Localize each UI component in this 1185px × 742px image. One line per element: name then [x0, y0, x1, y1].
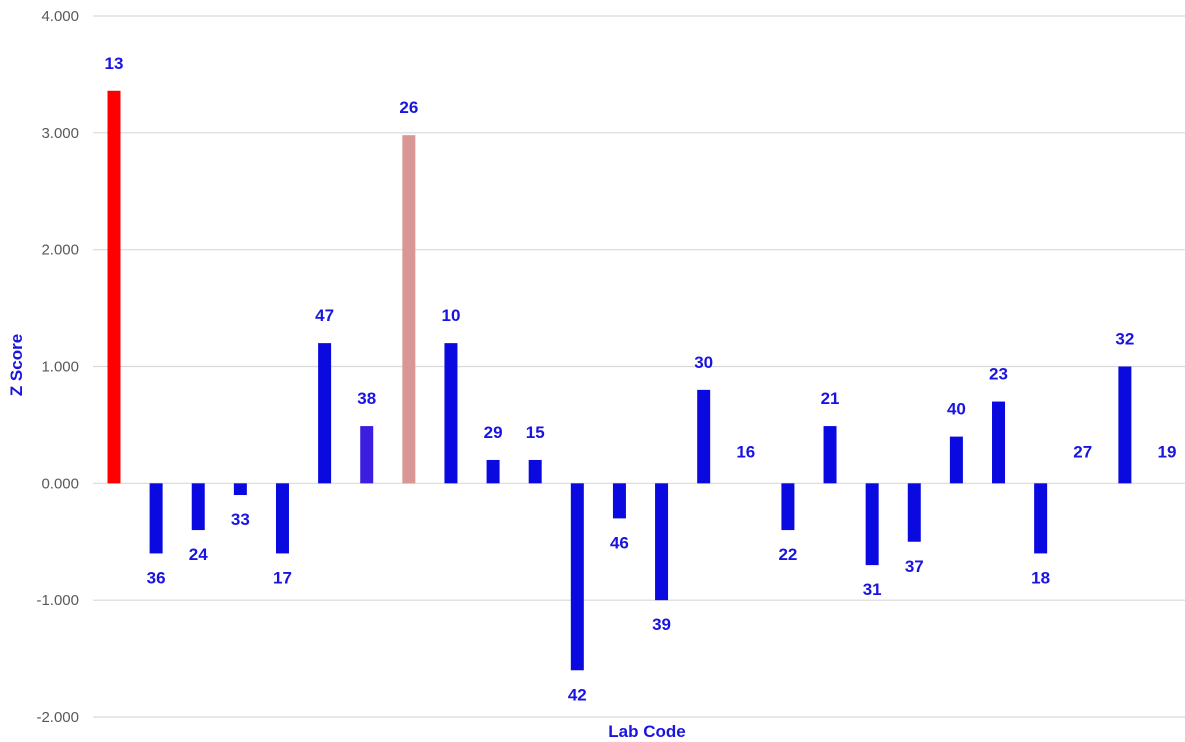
bar-label-21: 21: [821, 389, 840, 408]
bar-32: [1118, 366, 1132, 484]
y-tick-label: -2.000: [36, 709, 79, 726]
bar-label-47: 47: [315, 306, 334, 325]
bar-label-39: 39: [652, 615, 671, 634]
gridlines: [93, 15, 1185, 718]
bar-label-13: 13: [105, 54, 124, 73]
bar-31: [865, 483, 879, 566]
bars: [107, 90, 1132, 671]
bar-label-37: 37: [905, 557, 924, 576]
bar-15: [528, 459, 542, 484]
bar-23: [992, 401, 1006, 484]
bar-26: [402, 135, 416, 484]
bar-42: [570, 483, 584, 671]
bar-39: [655, 483, 669, 601]
y-tick-label: 3.000: [41, 125, 79, 142]
bar-label-32: 32: [1115, 330, 1134, 349]
bar-33: [233, 483, 247, 496]
bar-label-19: 19: [1158, 442, 1177, 461]
bar-label-27: 27: [1073, 442, 1092, 461]
bar-label-23: 23: [989, 365, 1008, 384]
bar-24: [191, 483, 205, 531]
bar-labels: 13 36 24 33 17 47 38 26 10 29 15 42 46 39 30 16 22 21 31 37…: [105, 54, 1177, 704]
bar-label-38: 38: [357, 389, 376, 408]
x-axis-title: Lab Code: [608, 722, 685, 741]
bar-label-33: 33: [231, 510, 250, 529]
y-tick-label: 1.000: [41, 359, 79, 376]
bar-label-40: 40: [947, 400, 966, 419]
bar-38: [360, 426, 374, 484]
bar-47: [318, 343, 332, 484]
bar-40: [949, 436, 963, 484]
y-tick-label: 2.000: [41, 242, 79, 259]
y-tick-label: 0.000: [41, 475, 79, 492]
bar-21: [823, 426, 837, 484]
bar-label-30: 30: [694, 353, 713, 372]
bar-18: [1034, 483, 1048, 554]
bar-label-24: 24: [189, 545, 208, 564]
bar-label-18: 18: [1031, 568, 1050, 587]
y-axis-title: Z Score: [7, 334, 26, 396]
bar-10: [444, 343, 458, 484]
bar-label-26: 26: [399, 98, 418, 117]
bar-46: [612, 483, 626, 519]
y-axis-ticks: 4.000 3.000 2.000 1.000 0.000 -1.000 -2.000: [36, 8, 79, 726]
bar-label-42: 42: [568, 685, 587, 704]
bar-label-15: 15: [526, 423, 545, 442]
bar-label-22: 22: [778, 545, 797, 564]
y-tick-label: 4.000: [41, 8, 79, 25]
bar-label-36: 36: [147, 568, 166, 587]
bar-13: [107, 90, 121, 484]
bar-label-10: 10: [441, 306, 460, 325]
bar-22: [781, 483, 795, 531]
bar-37: [907, 483, 921, 542]
bar-36: [149, 483, 163, 554]
bar-17: [275, 483, 289, 554]
bar-label-46: 46: [610, 533, 629, 552]
bar-label-17: 17: [273, 568, 292, 587]
y-tick-label: -1.000: [36, 592, 79, 609]
bar-label-29: 29: [484, 423, 503, 442]
bar-30: [697, 389, 711, 484]
bar-label-31: 31: [863, 580, 882, 599]
bar-label-16: 16: [736, 442, 755, 461]
bar-29: [486, 459, 500, 484]
